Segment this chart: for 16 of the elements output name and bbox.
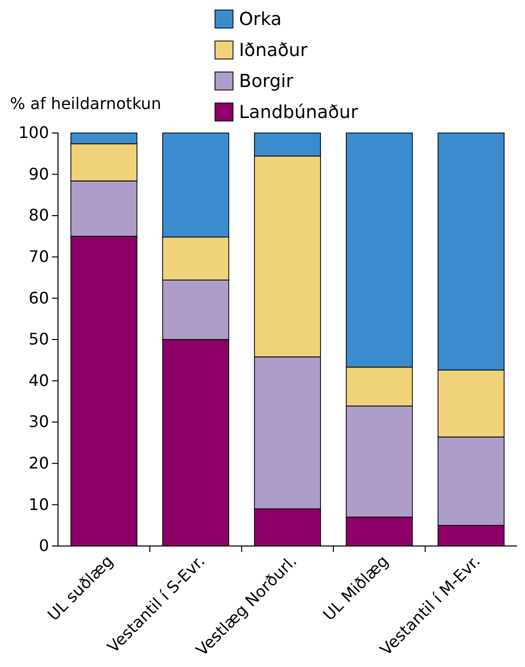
y-tick-label: 30 [28, 412, 49, 432]
y-axis-title: % af heildarnotkun [10, 94, 162, 113]
y-tick-label: 50 [28, 330, 49, 349]
y-tick-label: 70 [28, 247, 49, 266]
y-tick-label: 60 [28, 288, 49, 308]
legend-label: Borgir [239, 71, 294, 92]
y-tick-label: 40 [28, 370, 49, 390]
legend-label: Orka [239, 9, 282, 30]
y-tick-label: 0 [38, 536, 49, 556]
y-tick-label: 100 [18, 123, 49, 142]
legend-label: Landbúnaður [239, 102, 359, 123]
legend-label: Iðnaður [239, 40, 308, 61]
y-tick-label: 90 [28, 164, 49, 184]
y-tick-label: 10 [28, 494, 49, 514]
y-tick-label: 80 [28, 206, 49, 225]
y-tick-label: 20 [28, 454, 49, 473]
